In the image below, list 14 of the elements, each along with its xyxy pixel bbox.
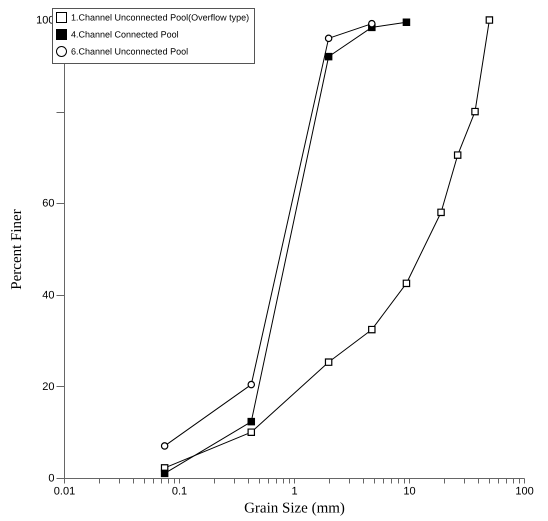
x-tick-label: 0.1 — [172, 486, 188, 498]
legend-label: 6.Channel Unconnected Pool — [71, 46, 188, 56]
x-axis-title: Grain Size (mm) — [244, 500, 345, 516]
x-tick-label: 1 — [291, 486, 298, 498]
y-tick-label: 60 — [42, 198, 54, 210]
x-tick-label: 0.01 — [54, 486, 76, 498]
x-tick-label: 10 — [403, 486, 416, 498]
legend-label: 4.Channel Connected Pool — [71, 30, 179, 40]
y-axis-title: Percent Finer — [9, 209, 26, 290]
y-tick-label: 40 — [42, 289, 54, 302]
y-tick-label: 20 — [42, 380, 54, 393]
x-tick-label: 100 — [515, 486, 534, 498]
legend-label: 1.Channel Unconnected Pool(Overflow type) — [71, 12, 250, 22]
y-tick-label: 0 — [48, 472, 54, 484]
